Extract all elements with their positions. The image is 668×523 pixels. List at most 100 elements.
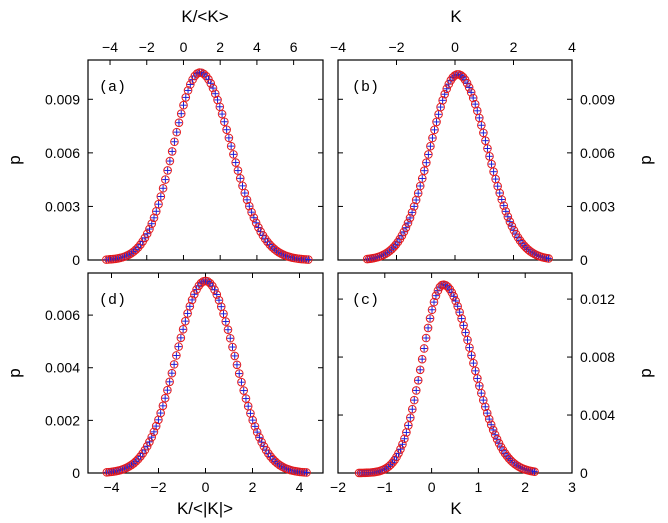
data-point-circle xyxy=(163,166,172,175)
data-point-circle xyxy=(165,377,174,387)
data-point-plus xyxy=(492,175,499,183)
data-point-circle xyxy=(451,296,460,306)
data-point-circle xyxy=(440,89,449,99)
data-point-plus xyxy=(240,387,247,394)
y-tick-label: 0.009 xyxy=(580,91,615,107)
data-point-circle xyxy=(265,240,275,249)
data-point-circle xyxy=(396,444,405,454)
data-point-plus xyxy=(482,403,489,410)
data-point-plus xyxy=(464,336,471,344)
data-point-circle xyxy=(408,404,417,414)
panel-b: (b) −4 −2 0 2 4 0 0.003 0.006 0.009 xyxy=(330,39,615,268)
x-tick-label: 0 xyxy=(451,39,459,55)
y-tick-label: 0.003 xyxy=(580,198,615,214)
data-point-circle xyxy=(409,395,419,405)
data-point-circle xyxy=(422,158,431,167)
data-point-plus xyxy=(429,134,436,142)
data-point-plus xyxy=(242,395,250,402)
data-point-plus xyxy=(474,375,481,382)
data-point-circle xyxy=(160,393,170,403)
x-tick-label: −4 xyxy=(104,479,120,495)
data-point-plus xyxy=(498,196,505,203)
data-point-circle xyxy=(145,437,154,447)
data-point-plus xyxy=(161,395,169,402)
data-point-circle xyxy=(249,213,259,223)
data-point-circle xyxy=(406,413,415,422)
data-point-plus xyxy=(170,361,178,368)
data-point-plus xyxy=(177,334,185,342)
data-point-circle xyxy=(415,365,425,375)
data-point-circle xyxy=(237,377,246,387)
x-tick-label: 1 xyxy=(475,479,483,495)
data-point-circle xyxy=(469,358,478,368)
data-point-circle xyxy=(167,147,177,156)
data-point-plus xyxy=(220,310,227,318)
data-point-plus xyxy=(397,445,404,453)
data-point-plus xyxy=(157,409,164,417)
x-tick-label: −1 xyxy=(377,479,393,495)
data-point-circle xyxy=(212,290,222,299)
data-point-circle xyxy=(486,420,496,430)
data-point-circle xyxy=(477,120,486,130)
data-point-circle xyxy=(230,351,240,361)
y-tick-label: 0.006 xyxy=(45,145,80,161)
data-point-plus xyxy=(486,153,493,160)
data-point-plus xyxy=(191,291,198,298)
data-point-circle xyxy=(427,305,437,315)
data-point-plus xyxy=(427,143,434,150)
data-point-plus xyxy=(256,434,263,441)
data-point-plus xyxy=(171,138,178,145)
data-point-circle xyxy=(199,69,209,79)
panel-c-ylabel: p xyxy=(636,368,655,377)
data-point-plus xyxy=(408,209,416,216)
data-point-circle xyxy=(419,344,429,353)
data-point-circle xyxy=(438,96,447,105)
data-point-circle xyxy=(468,93,478,103)
data-point-plus xyxy=(168,148,176,155)
data-point-circle xyxy=(413,376,423,385)
data-point-plus xyxy=(460,322,467,329)
x-tick-label: −4 xyxy=(330,39,346,55)
data-point-circle xyxy=(404,421,413,430)
data-point-plus xyxy=(504,213,512,220)
data-point-circle xyxy=(208,83,218,93)
data-point-plus xyxy=(247,410,254,417)
panel-a-ylabel: p xyxy=(5,155,24,164)
data-point-circle xyxy=(465,343,474,352)
data-point-circle xyxy=(228,342,237,352)
y-tick-label: 0.008 xyxy=(580,349,615,365)
x-tick-label: −2 xyxy=(139,39,155,55)
data-point-plus xyxy=(410,203,418,210)
data-point-plus xyxy=(428,306,436,313)
data-point-plus xyxy=(237,175,244,182)
data-point-circle xyxy=(430,125,439,135)
data-point-circle xyxy=(172,127,182,137)
data-point-circle xyxy=(544,254,553,263)
data-point-circle xyxy=(530,467,539,476)
data-point-plus xyxy=(175,343,182,350)
data-point-circle xyxy=(221,317,231,326)
data-point-circle xyxy=(231,158,241,167)
data-point-plus xyxy=(413,387,420,394)
data-point-plus xyxy=(489,426,497,434)
data-point-plus xyxy=(531,468,538,475)
data-point-circle xyxy=(425,314,435,323)
data-point-plus xyxy=(431,126,438,134)
data-point-circle xyxy=(432,117,441,127)
data-point-plus xyxy=(218,303,225,310)
data-point-plus xyxy=(484,145,491,152)
data-point-circle xyxy=(205,278,215,288)
data-point-circle xyxy=(407,208,417,217)
x-tick-label: 2 xyxy=(216,39,224,55)
data-point-circle xyxy=(497,195,507,204)
data-point-plus xyxy=(232,159,239,166)
data-point-circle xyxy=(190,289,199,299)
data-point-plus xyxy=(458,315,465,322)
x-tick-label: 3 xyxy=(568,479,576,495)
data-point-circle xyxy=(429,297,439,307)
data-point-circle xyxy=(174,342,183,351)
data-point-circle xyxy=(241,394,251,403)
data-point-circle xyxy=(420,166,429,175)
data-point-circle xyxy=(464,83,474,92)
